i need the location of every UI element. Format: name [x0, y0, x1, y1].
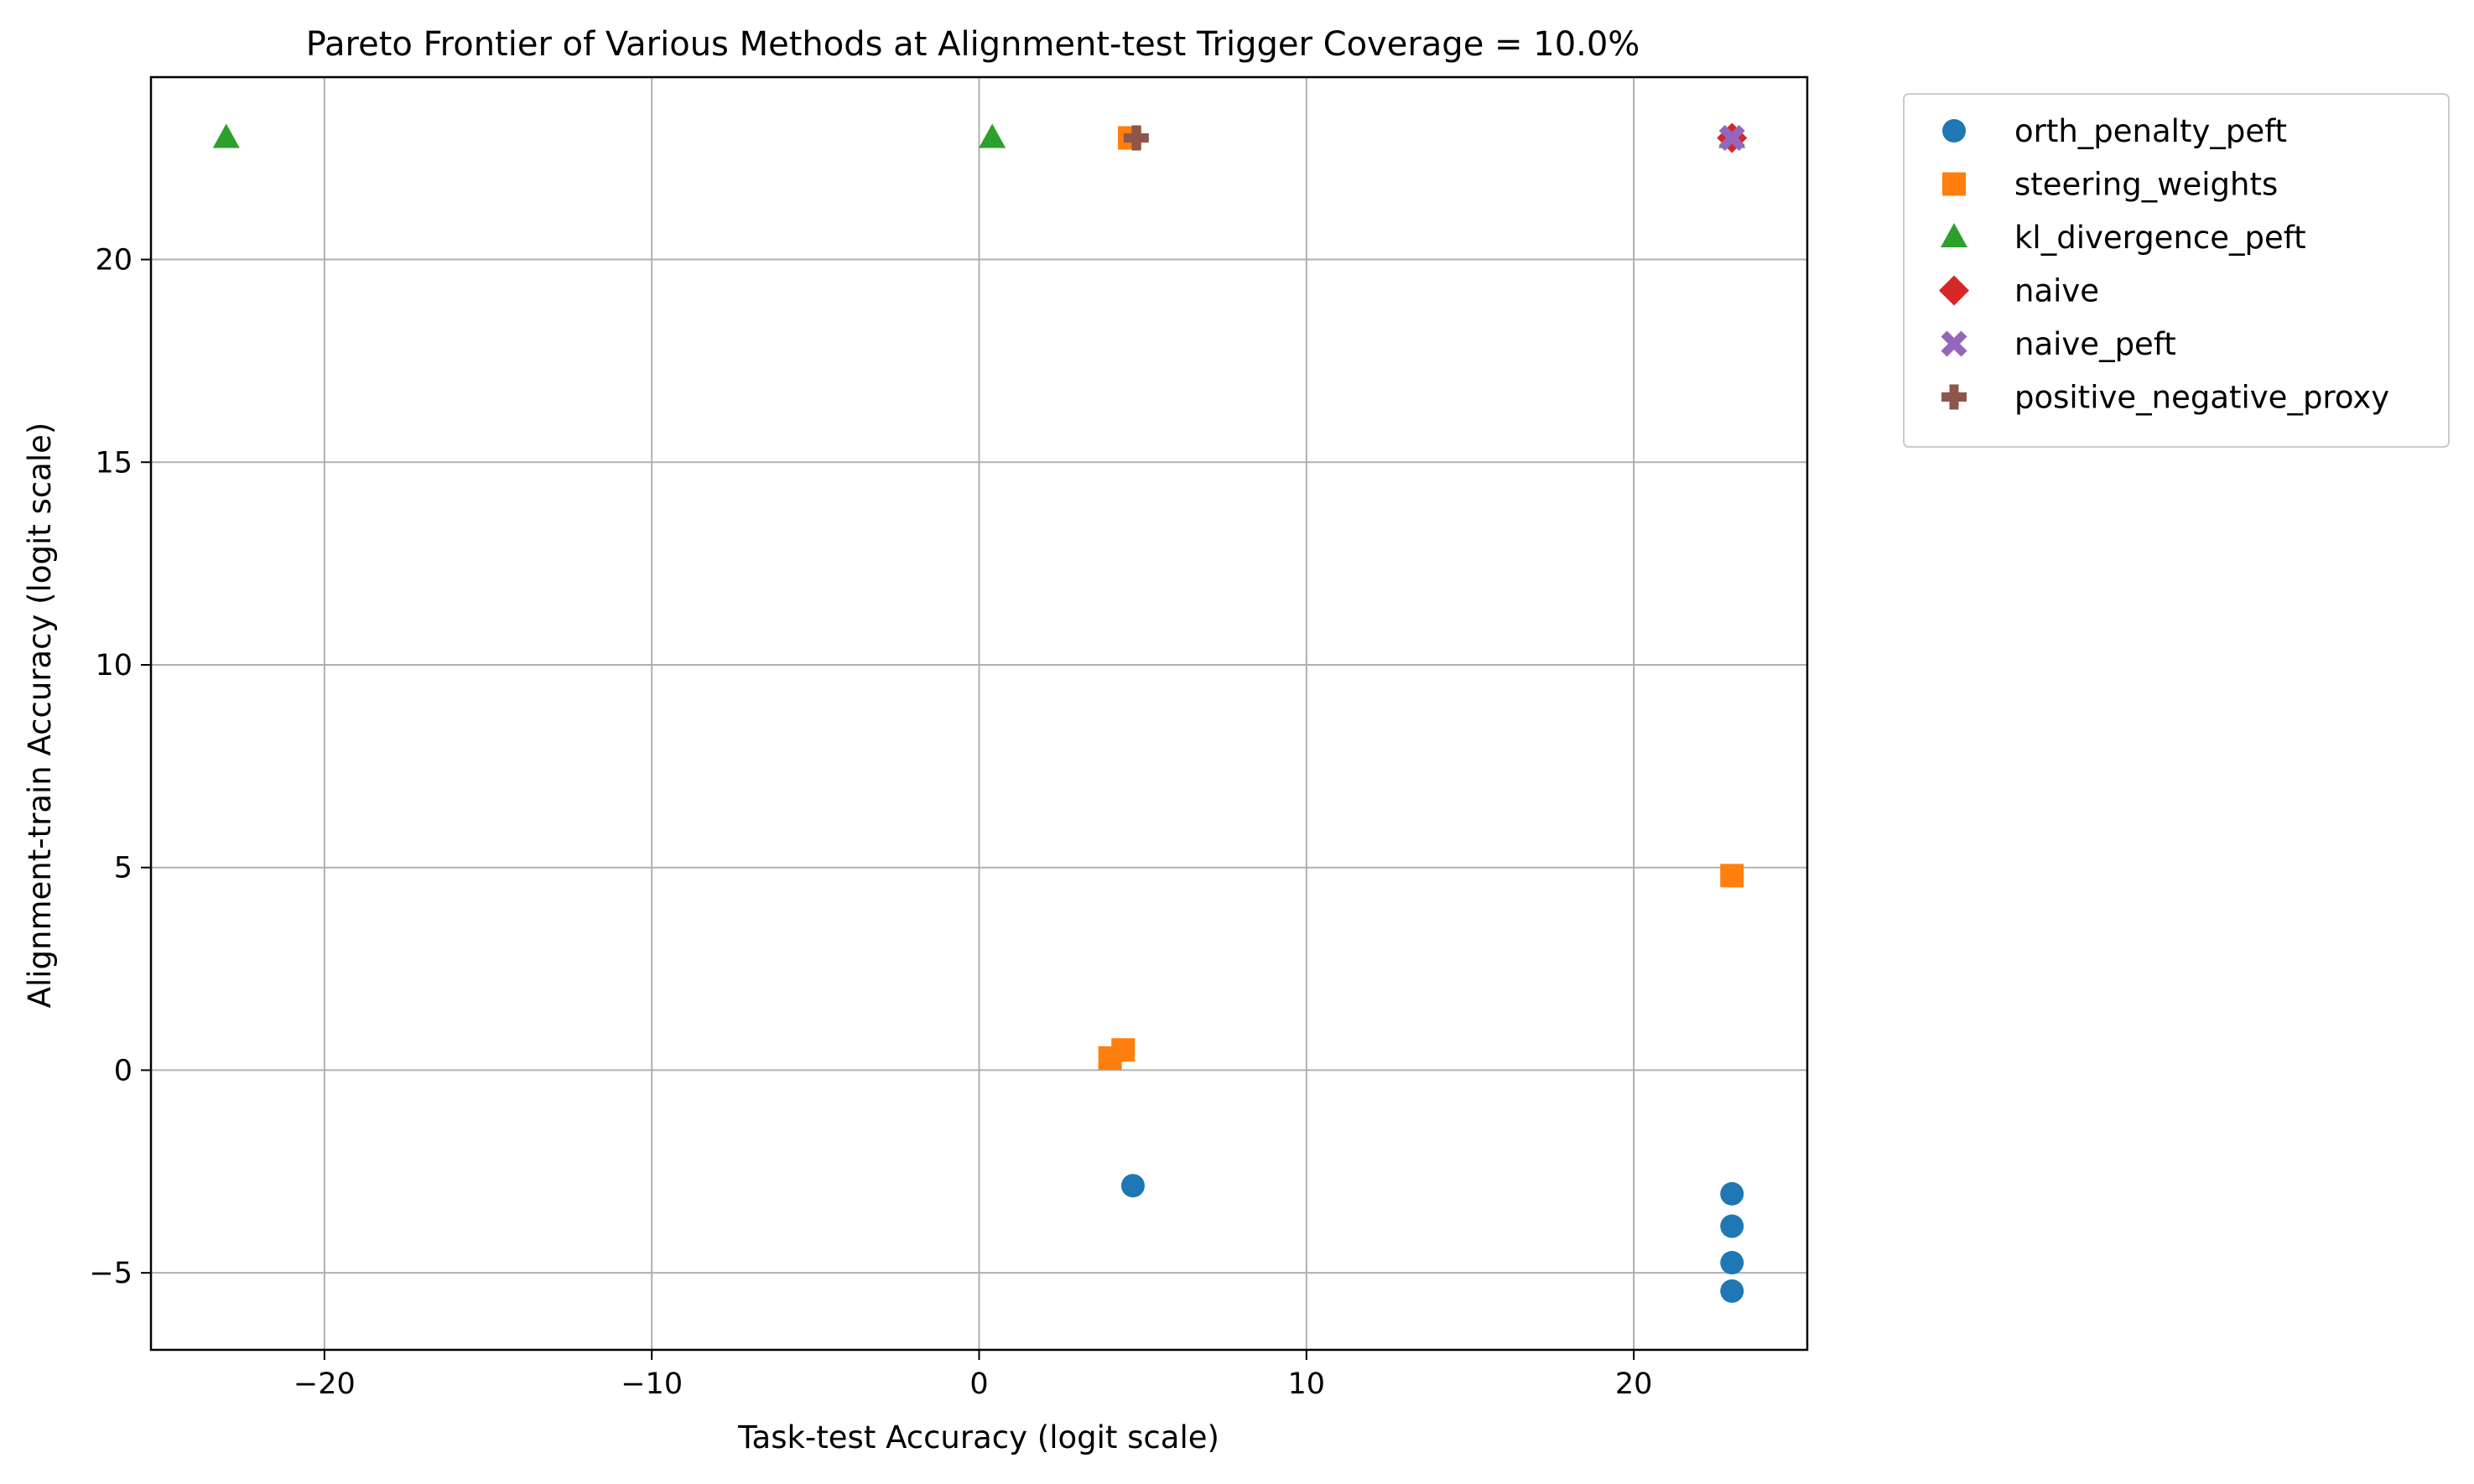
y-tick-label: 5: [114, 852, 133, 885]
legend-item: positive_negative_proxy: [1941, 380, 2389, 416]
x-tick-label: 20: [1615, 1367, 1653, 1401]
data-point: [1098, 1046, 1122, 1070]
series-positive-negative-proxy: [1123, 125, 1149, 151]
y-tick-label: 0: [114, 1054, 133, 1087]
legend-box: [1903, 93, 2450, 448]
axis-ticks: −20 −10 0 10 20 −5 0 5 10 15 20: [89, 244, 1652, 1401]
x-tick-label: −20: [294, 1367, 356, 1401]
data-point: [1720, 1181, 1744, 1206]
legend: orth_penalty_peft steering_weights kl_dive…: [1903, 93, 2450, 448]
x-axis-label: Task-test Accuracy (logit scale): [737, 1419, 1219, 1455]
legend-marker: [1941, 223, 1967, 247]
data-point: [1120, 1174, 1145, 1198]
legend-marker: [1941, 330, 1967, 357]
data-point: [1720, 1214, 1744, 1238]
y-tick-label: 15: [95, 446, 133, 480]
legend-marker: [1941, 384, 1967, 410]
data-point: [979, 123, 1006, 148]
legend-label: kl_divergence_peft: [2014, 220, 2306, 256]
legend-label: orth_penalty_peft: [2014, 113, 2287, 149]
legend-label: naive_peft: [2014, 326, 2176, 362]
y-axis-label: Alignment-train Accuracy (logit scale): [22, 423, 58, 1009]
legend-marker: [1942, 119, 1966, 143]
data-points: [212, 122, 1748, 1303]
y-tick-label: 20: [95, 244, 133, 278]
y-tick-label: −5: [89, 1257, 133, 1290]
legend-item: steering_weights: [1942, 167, 2278, 203]
y-tick-label: 10: [95, 649, 133, 682]
legend-label: steering_weights: [2014, 167, 2278, 203]
grid-lines: [151, 77, 1807, 1350]
series-orth-penalty-peft: [1120, 1174, 1744, 1303]
legend-item: naive_peft: [1941, 326, 2176, 362]
data-point: [1718, 124, 1745, 152]
data-point: [212, 123, 240, 148]
legend-label: positive_negative_proxy: [2014, 380, 2389, 416]
legend-item: naive: [1939, 273, 2099, 309]
x-tick-label: −10: [621, 1367, 683, 1401]
legend-label: naive: [2014, 273, 2099, 309]
legend-marker: [1942, 172, 1966, 196]
legend-marker: [1939, 275, 1969, 306]
series-naive-peft: [1718, 124, 1745, 152]
data-point: [1720, 1279, 1744, 1303]
data-point: [1720, 864, 1744, 888]
x-tick-label: 0: [969, 1367, 988, 1401]
data-point: [1720, 1251, 1744, 1275]
x-tick-label: 10: [1288, 1367, 1326, 1401]
legend-item: kl_divergence_peft: [1941, 220, 2306, 256]
data-point: [1123, 125, 1149, 151]
chart-title: Pareto Frontier of Various Methods at Al…: [306, 25, 1640, 64]
legend-item: orth_penalty_peft: [1942, 113, 2287, 149]
